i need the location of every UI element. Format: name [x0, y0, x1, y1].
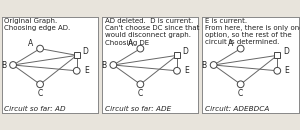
Text: Original Graph.
Choosing edge AD.: Original Graph. Choosing edge AD.	[4, 18, 70, 31]
Text: B: B	[101, 60, 106, 70]
Circle shape	[274, 67, 281, 74]
Text: Circuit: ADEBDCA: Circuit: ADEBDCA	[205, 106, 269, 112]
Text: B: B	[1, 60, 6, 70]
Circle shape	[137, 45, 144, 52]
Bar	[274, 52, 280, 58]
Text: C: C	[238, 89, 243, 98]
Circle shape	[237, 45, 244, 52]
Text: Circuit so far: ADE: Circuit so far: ADE	[105, 106, 171, 112]
Circle shape	[174, 67, 180, 74]
Text: D: D	[82, 47, 88, 56]
Text: B: B	[201, 60, 207, 70]
Text: C: C	[38, 89, 43, 98]
Circle shape	[37, 81, 44, 88]
Text: AD deleted.  D is current.
Can't choose DC since that
would disconnect graph.
Ch: AD deleted. D is current. Can't choose D…	[105, 18, 199, 46]
Text: D: D	[183, 47, 189, 56]
Text: E: E	[285, 66, 289, 75]
Text: E is current.
From here, there is only one
option, so the rest of the
circuit is: E is current. From here, there is only o…	[205, 18, 300, 46]
Circle shape	[237, 81, 244, 88]
Text: C: C	[138, 89, 143, 98]
Text: Circuit so far: AD: Circuit so far: AD	[4, 106, 66, 112]
Bar	[174, 52, 180, 58]
Circle shape	[37, 45, 44, 52]
Text: E: E	[84, 66, 89, 75]
Bar	[74, 52, 80, 58]
Text: E: E	[184, 66, 189, 75]
Circle shape	[110, 62, 117, 68]
Text: A: A	[28, 39, 33, 48]
Circle shape	[10, 62, 16, 68]
Text: A: A	[128, 39, 133, 48]
Circle shape	[137, 81, 144, 88]
Circle shape	[73, 67, 80, 74]
Circle shape	[210, 62, 217, 68]
Text: A: A	[228, 39, 234, 48]
Text: D: D	[283, 47, 289, 56]
